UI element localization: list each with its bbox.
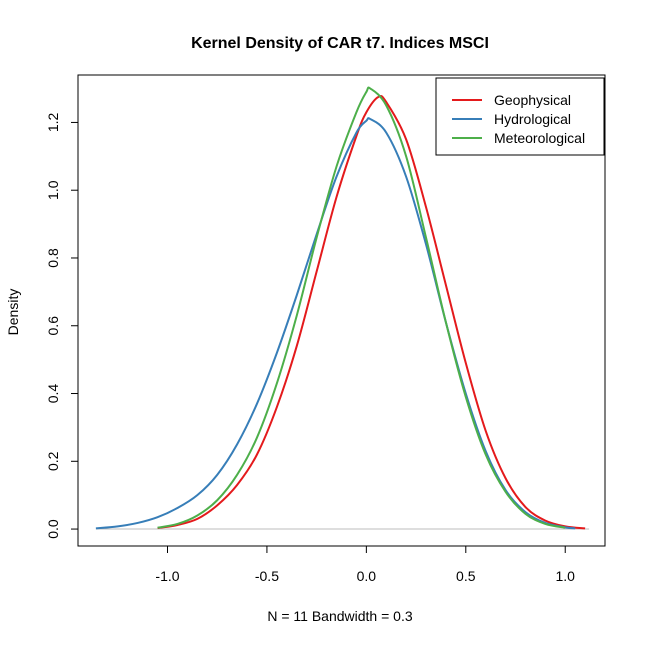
y-tick-label: 0.0 xyxy=(45,519,61,539)
y-tick-label: 0.6 xyxy=(45,316,61,336)
x-tick-label: -0.5 xyxy=(255,568,279,584)
y-axis: 0.0 0.2 0.4 0.6 0.8 1.0 1.2 xyxy=(45,112,78,539)
x-axis: -1.0 -0.5 0.0 0.5 1.0 xyxy=(155,546,575,584)
chart-title: Kernel Density of CAR t7. Indices MSCI xyxy=(191,35,489,52)
series-line-meteorological xyxy=(157,86,566,529)
series-line-geophysical xyxy=(157,95,586,530)
legend-label-meteorological: Meteorological xyxy=(494,130,585,146)
y-tick-label: 0.8 xyxy=(45,248,61,268)
legend-label-hydrological: Hydrological xyxy=(494,111,571,127)
x-tick-label: -1.0 xyxy=(155,568,179,584)
x-tick-label: 0.0 xyxy=(357,568,377,584)
y-tick-label: 1.2 xyxy=(45,112,61,132)
y-tick-label: 1.0 xyxy=(45,180,61,200)
x-axis-label: N = 11 Bandwidth = 0.3 xyxy=(267,608,412,624)
series-line-hydrological xyxy=(95,117,576,530)
series-layer xyxy=(95,86,586,530)
legend-label-geophysical: Geophysical xyxy=(494,92,571,108)
legend: Geophysical Hydrological Meteorological xyxy=(435,77,605,156)
y-axis-label: Density xyxy=(5,289,21,336)
plot-frame xyxy=(77,74,606,547)
y-tick-label: 0.4 xyxy=(45,384,61,404)
y-tick-label: 0.2 xyxy=(45,451,61,471)
legend-box xyxy=(435,77,605,156)
x-tick-label: 0.5 xyxy=(456,568,476,584)
x-tick-label: 1.0 xyxy=(555,568,575,584)
